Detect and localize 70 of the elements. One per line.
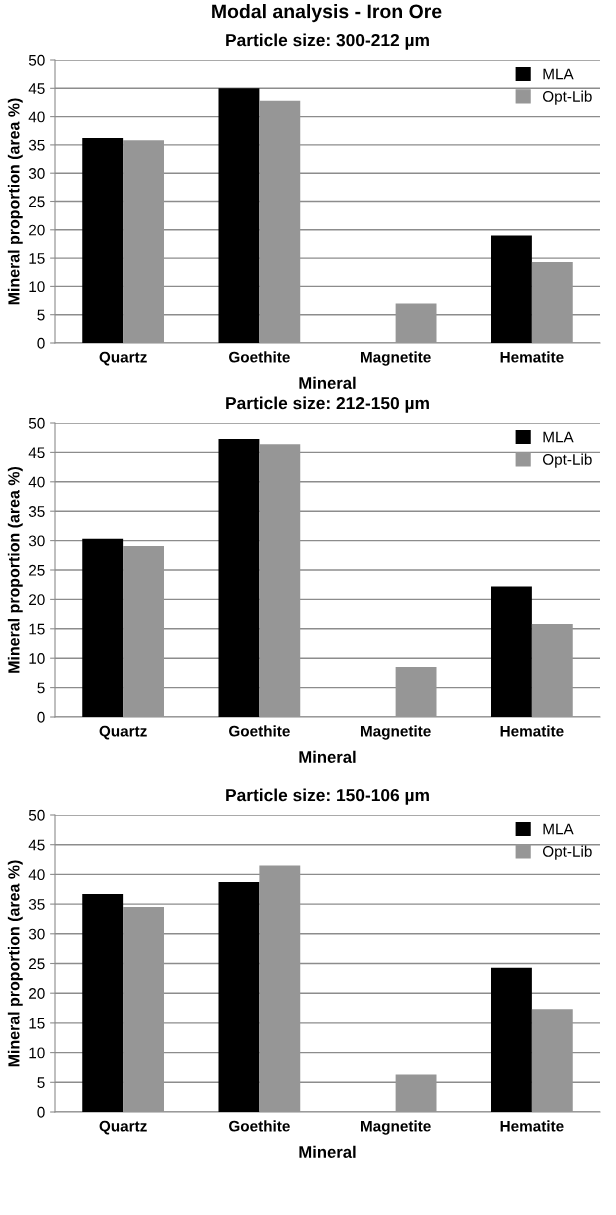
y-tick-label: 20 (29, 594, 45, 606)
bar (218, 882, 260, 1112)
y-tick-label: 40 (28, 476, 45, 488)
y-tick-label: 10 (29, 653, 45, 664)
bar (491, 967, 532, 1112)
y-tick-label: 30 (28, 928, 45, 940)
x-axis-title: Mineral (299, 376, 356, 389)
y-tick-label: 50 (28, 54, 45, 66)
x-tick-label: Magnetite (361, 725, 431, 740)
y-tick-label: 30 (28, 168, 45, 179)
y-tick-label: 40 (28, 869, 45, 881)
legend-label: MLA (543, 431, 574, 443)
y-tick-label: 15 (29, 623, 45, 635)
y-tick-label: 20 (29, 224, 45, 236)
bar (82, 538, 124, 717)
y-tick-label: 5 (37, 1077, 45, 1088)
y-tick-label: 10 (29, 1047, 45, 1059)
y-tick-label: 35 (28, 139, 45, 151)
y-tick-label: 50 (28, 809, 45, 821)
x-tick-label: Goethite (229, 351, 290, 363)
y-tick-label: 45 (28, 839, 45, 851)
y-tick-label: 35 (28, 506, 45, 517)
chart-subtitle: Particle size: 150-106 µm (226, 788, 429, 805)
y-tick-label: 25 (29, 958, 45, 970)
y-tick-label: 25 (29, 564, 45, 576)
y-tick-label: 45 (28, 83, 45, 94)
legend-label: MLA (543, 823, 574, 835)
y-tick-label: 50 (28, 417, 45, 429)
y-tick-label: 5 (37, 682, 45, 694)
bar (218, 88, 260, 343)
x-tick-label: Magnetite (361, 351, 431, 366)
y-tick-label: 15 (29, 1017, 45, 1029)
chart-subtitle: Particle size: 212-150 µm (226, 396, 429, 413)
x-axis-title: Mineral (299, 750, 356, 763)
y-tick-label: 20 (29, 988, 45, 999)
legend-label: Opt-Lib (542, 453, 592, 468)
x-axis-title: Mineral (299, 1145, 356, 1158)
bar (491, 235, 532, 343)
y-tick-label: 40 (28, 111, 45, 123)
x-tick-label: Magnetite (361, 1120, 431, 1135)
y-tick-label: 15 (29, 253, 45, 264)
x-tick-label: Quartz (99, 1120, 147, 1135)
y-tick-label: 0 (37, 1106, 45, 1118)
legend-label: Opt-Lib (542, 845, 592, 860)
chart-title: Modal analysis - Iron Ore (212, 4, 442, 23)
x-tick-label: Goethite (229, 1120, 290, 1132)
y-tick-label: 0 (37, 711, 45, 723)
x-tick-label: Quartz (99, 725, 147, 740)
bar (491, 586, 532, 717)
y-tick-label: 45 (28, 447, 45, 459)
y-axis-title: Mineral proportion (area %) (7, 860, 23, 1067)
y-tick-label: 30 (28, 535, 45, 547)
x-tick-label: Goethite (229, 725, 290, 737)
y-tick-label: 25 (29, 196, 45, 208)
y-axis-title: Mineral proportion (area %) (7, 466, 23, 673)
y-tick-label: 5 (37, 309, 45, 321)
x-tick-label: Quartz (99, 351, 147, 366)
y-tick-label: 10 (29, 281, 45, 293)
bar (82, 138, 124, 343)
x-tick-label: Hematite (500, 1120, 564, 1132)
y-tick-label: 0 (37, 337, 45, 349)
legend-label: Opt-Lib (542, 90, 592, 105)
x-tick-label: Hematite (500, 725, 564, 737)
y-axis-title: Mineral proportion (area %) (7, 98, 23, 305)
legend-label: MLA (543, 68, 574, 80)
chart-subtitle: Particle size: 300-212 µm (226, 33, 429, 50)
bar (82, 894, 124, 1112)
x-tick-label: Hematite (500, 351, 564, 363)
y-tick-label: 35 (28, 898, 45, 910)
bar (218, 438, 260, 717)
